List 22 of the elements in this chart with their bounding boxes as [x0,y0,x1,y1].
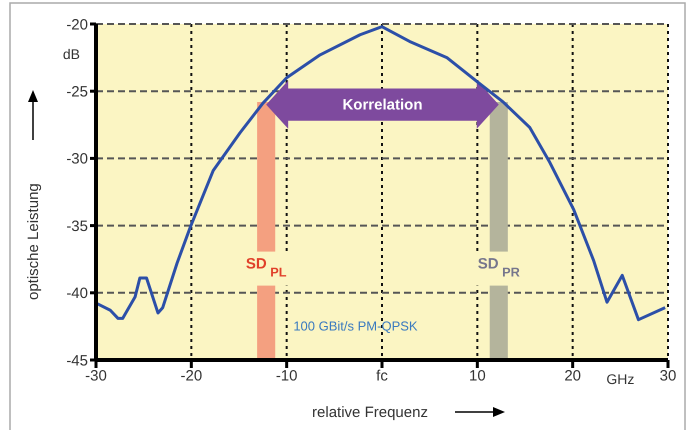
x-tick-label: -20 [180,368,202,385]
y-tick-label: -40 [66,285,88,302]
band-label: SD$_{PR}$ [478,256,520,280]
x-tick-label: -30 [85,368,107,385]
y-axis-title: optische Leistung [25,183,42,300]
y-tick-label: -25 [66,84,88,101]
annotation: 100 GBit/s PM-QPSK [293,318,418,334]
x-tick-label: -10 [276,368,298,385]
double-headed-arrow: Korrelation [266,80,499,129]
band-label: SD$_{PL}$ [246,256,287,280]
text: GHz [606,371,634,387]
x-axis-title: relative Frequenz [312,404,428,421]
y-tick-label: -45 [66,352,88,370]
text: dB [62,46,80,62]
x-tick-label: 30 [660,368,676,385]
y-tick-label: -35 [66,218,88,235]
annotation: Korrelation [342,96,422,114]
x-tick-label: 20 [564,368,582,385]
y-tick-label: -20 [66,16,88,34]
x-tick-label: 10 [468,368,486,385]
x-tick-label: fc [376,368,388,385]
y-tick-label: -30 [66,150,88,168]
